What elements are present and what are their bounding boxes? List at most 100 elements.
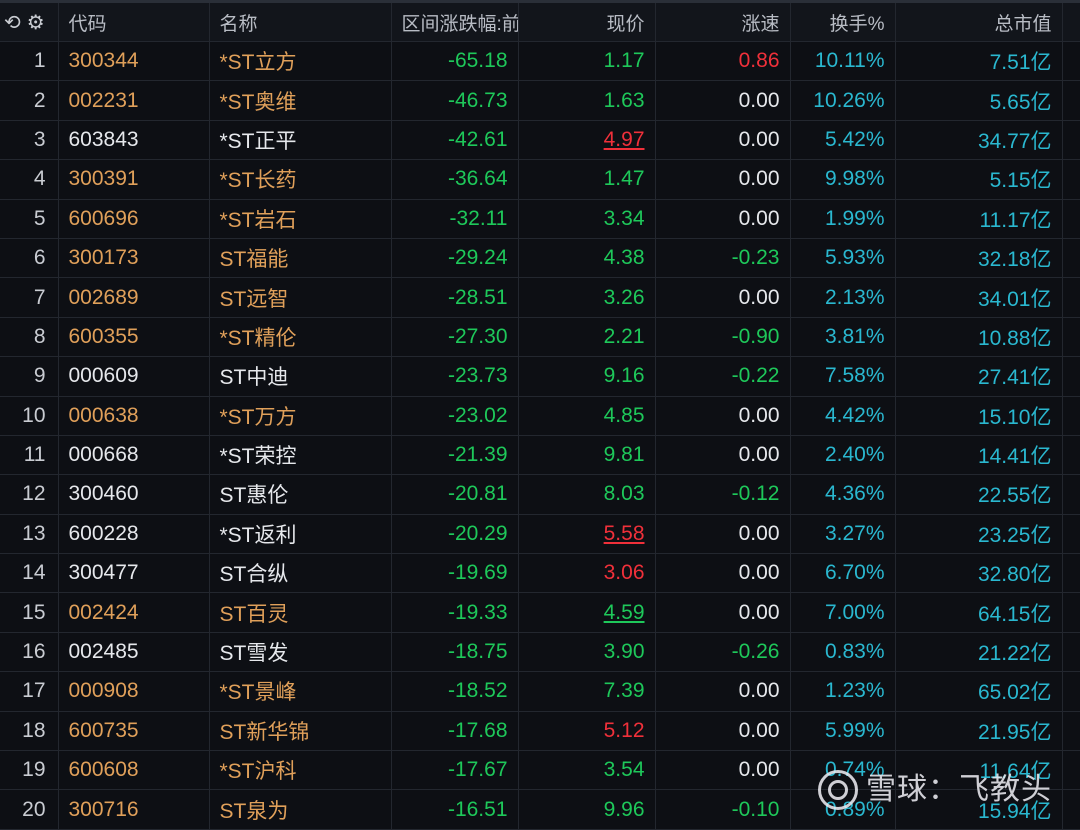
table-row[interactable]: 16 002485 ST雪发 -18.75 3.90 -0.26 0.83% 21.22亿 <box>0 632 1080 673</box>
price-speed: -0.10 <box>655 789 791 830</box>
table-row[interactable]: 3 603843 *ST正平 -42.61 4.97 0.00 5.42% 34.77亿 <box>0 120 1080 161</box>
price-speed: 0.00 <box>655 396 791 436</box>
table-row[interactable]: 9 000609 ST中迪 -23.73 9.16 -0.22 7.58% 27.41亿 <box>0 356 1080 397</box>
table-row[interactable]: 8 600355 *ST精伦 -27.30 2.21 -0.90 3.81% 10.88亿 <box>0 317 1080 358</box>
column-header-name[interactable]: 名称 <box>209 0 392 42</box>
column-header-turnover[interactable]: 换手% <box>790 0 896 42</box>
range-change: -27.30 <box>391 317 519 358</box>
table-row[interactable]: 5 600696 *ST岩石 -32.11 3.34 0.00 1.99% 11.17亿 <box>0 199 1080 239</box>
row-index: 16 <box>0 632 59 673</box>
column-header-price[interactable]: 现价 <box>518 0 656 42</box>
range-change: -29.24 <box>391 238 519 279</box>
range-change: -18.52 <box>391 671 519 712</box>
stock-name: ST惠伦 <box>209 474 392 515</box>
table-body: 1 300344 *ST立方 -65.18 1.17 0.86 10.11% 7.51亿 2 00… <box>0 41 1080 830</box>
current-price: 4.38 <box>518 238 656 279</box>
stock-code: 002485 <box>58 632 210 673</box>
column-header-code[interactable]: 代码 <box>58 0 210 42</box>
row-filler <box>1062 159 1080 200</box>
row-index: 8 <box>0 317 59 358</box>
range-change: -20.29 <box>391 514 519 555</box>
stock-name: *ST万方 <box>209 396 392 436</box>
stock-code: 300460 <box>58 474 210 515</box>
stock-name: *ST岩石 <box>209 199 392 239</box>
stock-name: ST泉为 <box>209 789 392 830</box>
table-row[interactable]: 13 600228 *ST返利 -20.29 5.58 0.00 3.27% 23.25亿 <box>0 514 1080 555</box>
range-change: -32.11 <box>391 199 519 239</box>
market-cap: 15.94亿 <box>895 789 1063 830</box>
current-price: 4.59 <box>518 592 656 633</box>
table-row[interactable]: 2 002231 *ST奥维 -46.73 1.63 0.00 10.26% 5.65亿 <box>0 80 1080 121</box>
current-price: 2.21 <box>518 317 656 358</box>
range-change: -20.81 <box>391 474 519 515</box>
stock-code: 000908 <box>58 671 210 712</box>
row-filler <box>1062 317 1080 358</box>
row-filler <box>1062 553 1080 594</box>
market-cap: 10.88亿 <box>895 317 1063 358</box>
turnover-rate: 7.00% <box>790 592 896 633</box>
table-row[interactable]: 14 300477 ST合纵 -19.69 3.06 0.00 6.70% 32.80亿 <box>0 553 1080 594</box>
row-filler <box>1062 632 1080 673</box>
table-row[interactable]: 7 002689 ST远智 -28.51 3.26 0.00 2.13% 34.01亿 <box>0 277 1080 318</box>
current-price: 9.81 <box>518 435 656 476</box>
market-cap: 64.15亿 <box>895 592 1063 633</box>
row-filler <box>1062 711 1080 752</box>
stock-code: 000638 <box>58 396 210 436</box>
table-row[interactable]: 19 600608 *ST沪科 -17.67 3.54 0.00 0.74% 11.64亿 <box>0 750 1080 791</box>
turnover-rate: 2.40% <box>790 435 896 476</box>
row-filler <box>1062 592 1080 633</box>
range-change: -16.51 <box>391 789 519 830</box>
range-change: -17.68 <box>391 711 519 752</box>
stock-code: 600608 <box>58 750 210 791</box>
column-header-speed[interactable]: 涨速 <box>655 0 791 42</box>
range-change: -23.02 <box>391 396 519 436</box>
turnover-rate: 1.23% <box>790 671 896 712</box>
table-row[interactable]: 18 600735 ST新华锦 -17.68 5.12 0.00 5.99% 21.95亿 <box>0 711 1080 752</box>
price-speed: 0.00 <box>655 120 791 161</box>
watermark-text: 雪球：飞教头 <box>866 771 1052 807</box>
current-price: 3.90 <box>518 632 656 673</box>
table-row[interactable]: 15 002424 ST百灵 -19.33 4.59 0.00 7.00% 64.15亿 <box>0 592 1080 633</box>
table-row[interactable]: 12 300460 ST惠伦 -20.81 8.03 -0.12 4.36% 22.55亿 <box>0 474 1080 515</box>
range-change: -17.67 <box>391 750 519 791</box>
turnover-rate: 5.42% <box>790 120 896 161</box>
column-header-market-cap[interactable]: 总市值 <box>895 0 1063 42</box>
current-price: 9.16 <box>518 356 656 397</box>
range-change: -28.51 <box>391 277 519 318</box>
stock-code: 002689 <box>58 277 210 318</box>
price-speed: 0.00 <box>655 671 791 712</box>
price-speed: 0.00 <box>655 199 791 239</box>
refresh-icon[interactable]: ⟲ <box>4 11 21 34</box>
row-index: 6 <box>0 238 59 279</box>
row-index: 19 <box>0 750 59 791</box>
row-index: 1 <box>0 41 59 82</box>
row-index: 17 <box>0 671 59 712</box>
stock-name: ST雪发 <box>209 632 392 673</box>
table-row[interactable]: 1 300344 *ST立方 -65.18 1.17 0.86 10.11% 7.51亿 <box>0 41 1080 82</box>
current-price: 5.12 <box>518 711 656 752</box>
price-speed: 0.86 <box>655 41 791 82</box>
row-index: 13 <box>0 514 59 555</box>
market-cap: 27.41亿 <box>895 356 1063 397</box>
price-speed: 0.00 <box>655 159 791 200</box>
table-row[interactable]: 20 300716 ST泉为 -16.51 9.96 -0.10 0.89% 15.94亿 <box>0 789 1080 830</box>
gear-icon[interactable]: ⚙ <box>26 11 45 34</box>
row-filler <box>1062 41 1080 82</box>
column-header-range-change[interactable]: 区间涨跌幅:前 <box>391 0 519 42</box>
row-filler <box>1062 435 1080 476</box>
stock-code: 002424 <box>58 592 210 633</box>
range-change: -42.61 <box>391 120 519 161</box>
current-price: 3.26 <box>518 277 656 318</box>
price-speed: 0.00 <box>655 514 791 555</box>
table-row[interactable]: 4 300391 *ST长药 -36.64 1.47 0.00 9.98% 5.15亿 <box>0 159 1080 200</box>
table-row[interactable]: 17 000908 *ST景峰 -18.52 7.39 0.00 1.23% 65.02亿 <box>0 671 1080 712</box>
xueqiu-logo-icon <box>818 770 858 810</box>
current-price: 9.96 <box>518 789 656 830</box>
market-cap: 32.18亿 <box>895 238 1063 279</box>
table-row[interactable]: 6 300173 ST福能 -29.24 4.38 -0.23 5.93% 32.18亿 <box>0 238 1080 279</box>
row-filler <box>1062 514 1080 555</box>
table-row[interactable]: 11 000668 *ST荣控 -21.39 9.81 0.00 2.40% 14.41亿 <box>0 435 1080 476</box>
table-row[interactable]: 10 000638 *ST万方 -23.02 4.85 0.00 4.42% 15.10亿 <box>0 396 1080 436</box>
row-index: 2 <box>0 80 59 121</box>
turnover-rate: 9.98% <box>790 159 896 200</box>
